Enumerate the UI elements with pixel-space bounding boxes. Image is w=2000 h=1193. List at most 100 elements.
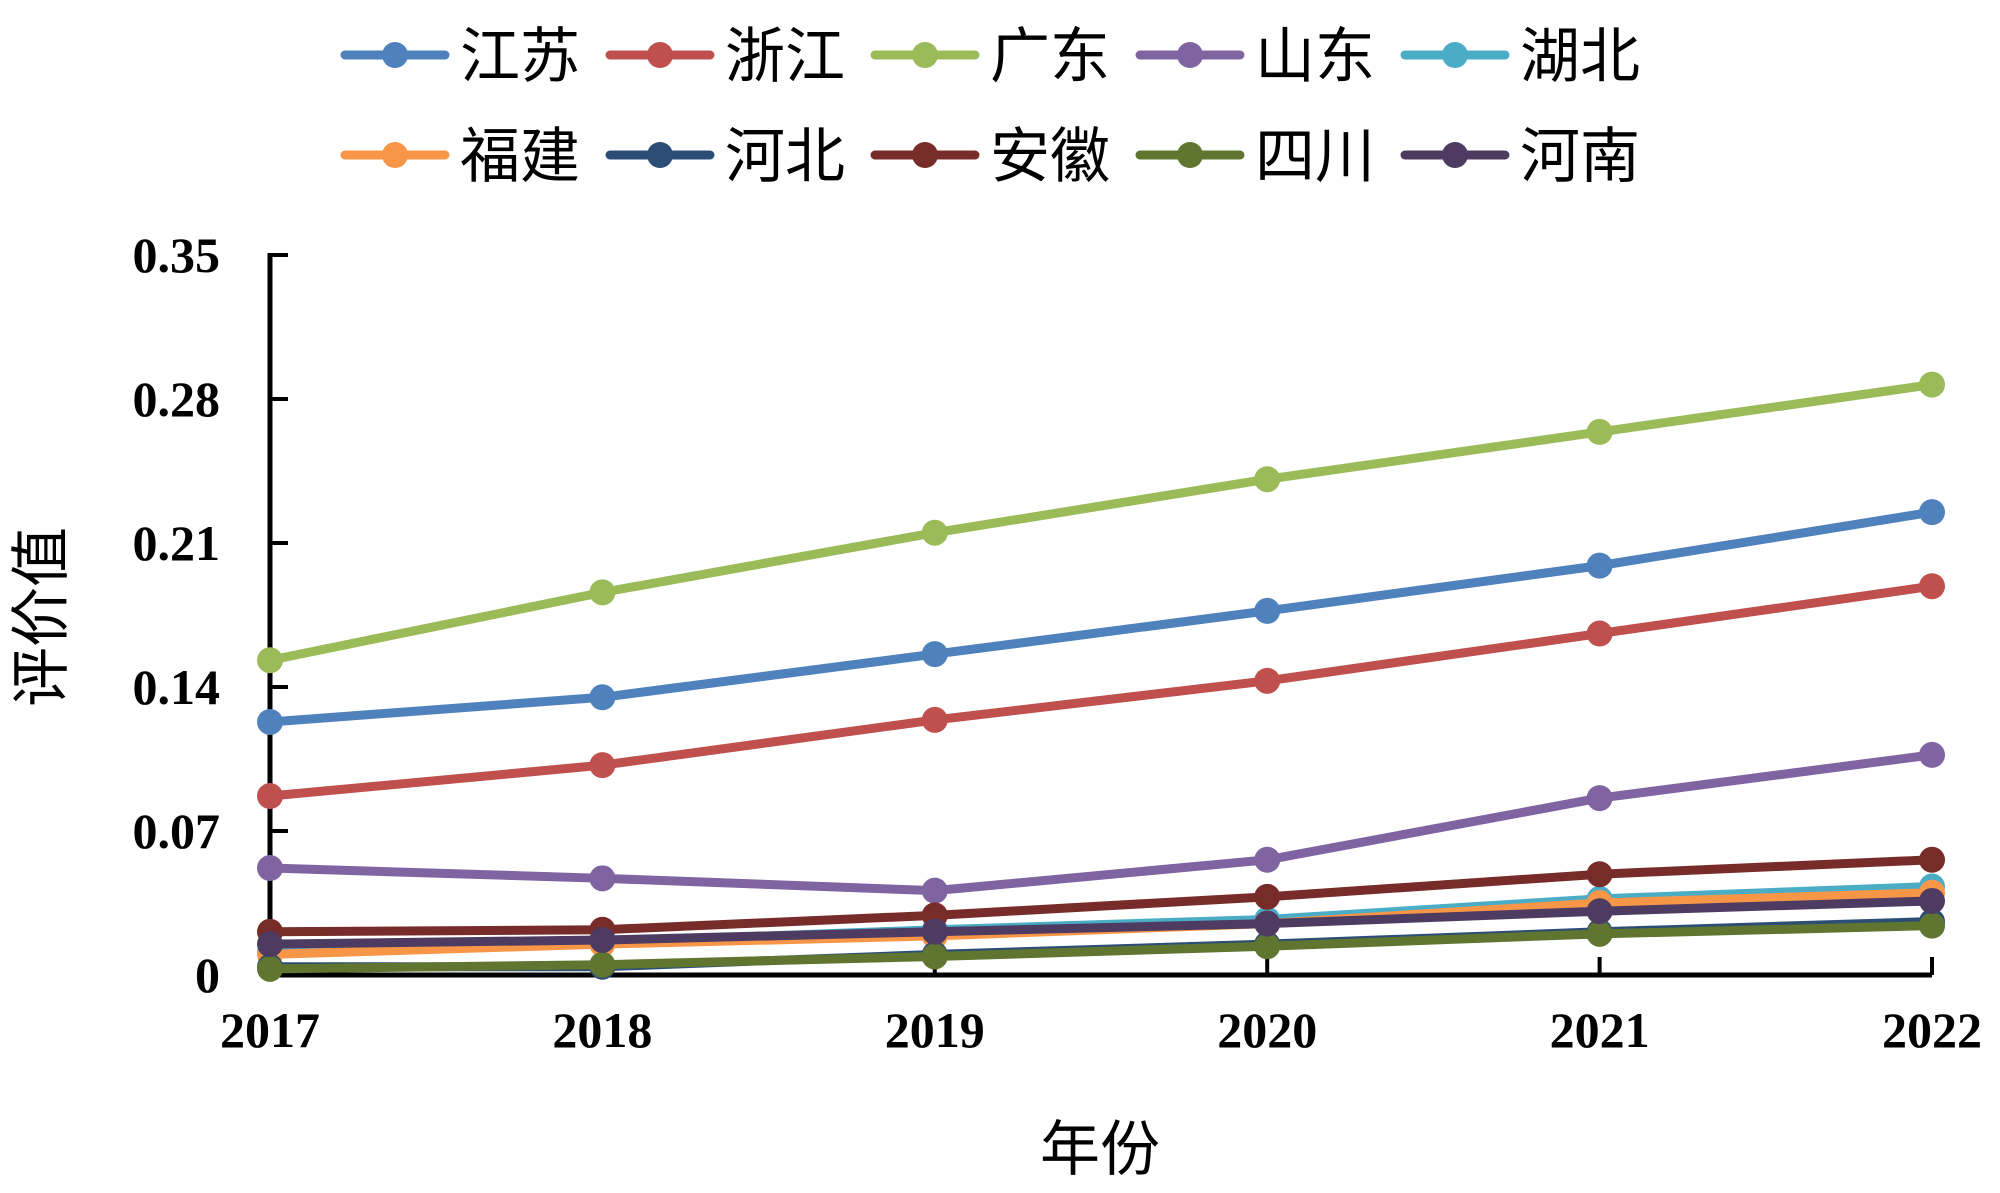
data-point <box>921 706 948 733</box>
legend-item: 山东 <box>1135 22 1375 92</box>
series-line <box>265 855 1937 937</box>
data-point <box>921 918 948 945</box>
data-point <box>1919 499 1945 526</box>
x-axis-title: 年份 <box>1040 1115 1160 1185</box>
x-tick-label: 2021 <box>1550 1002 1650 1058</box>
series-line <box>265 380 1937 665</box>
data-point <box>257 931 283 958</box>
data-point <box>1254 883 1281 910</box>
data-point <box>1586 552 1613 579</box>
series-layer <box>257 371 1945 982</box>
y-tick-label: 0.14 <box>133 659 221 715</box>
legend-swatch-marker <box>647 42 673 68</box>
legend-item: 河南 <box>1400 122 1640 192</box>
data-point <box>1254 933 1281 960</box>
legend-label: 河南 <box>1520 122 1640 192</box>
legend-label: 湖北 <box>1520 22 1640 92</box>
data-point <box>1586 898 1613 925</box>
x-tick-label: 2020 <box>1217 1002 1317 1058</box>
legend-swatch-marker <box>1177 142 1203 168</box>
legend-item: 河北 <box>605 122 845 192</box>
data-point <box>257 783 283 810</box>
data-point <box>1586 620 1613 647</box>
data-point <box>1586 418 1613 445</box>
y-axis: 0 0.07 0.14 0.21 0.28 0.35 <box>133 227 288 1003</box>
data-point <box>1254 910 1281 937</box>
y-tick-label: 0.35 <box>133 227 221 283</box>
legend-swatch-marker <box>1442 42 1468 68</box>
data-point <box>921 877 948 904</box>
data-point <box>1586 861 1613 888</box>
legend-item: 安徽 <box>870 122 1110 192</box>
legend-label: 广东 <box>990 22 1110 92</box>
data-point <box>589 927 616 954</box>
x-tick-label: 2019 <box>885 1002 985 1058</box>
series-2 <box>257 371 1945 674</box>
legend-item: 江苏 <box>340 22 580 92</box>
legend-swatch-marker <box>1442 142 1468 168</box>
series-line <box>265 581 1937 801</box>
legend-swatch-marker <box>382 42 408 68</box>
legend-item: 湖北 <box>1400 22 1640 92</box>
data-point <box>1586 920 1613 947</box>
data-point <box>1919 371 1945 398</box>
data-point <box>589 579 616 606</box>
data-point <box>921 943 948 970</box>
data-point <box>1919 573 1945 600</box>
y-tick-label: 0 <box>195 947 220 1003</box>
data-point <box>1919 912 1945 939</box>
data-point <box>589 865 616 892</box>
data-point <box>257 647 283 674</box>
x-tick-label: 2017 <box>220 1002 320 1058</box>
legend-label: 浙江 <box>725 22 845 92</box>
legend-swatch-marker <box>647 142 673 168</box>
data-point <box>1919 741 1945 768</box>
series-9 <box>257 887 1945 958</box>
legend-item: 浙江 <box>605 22 845 92</box>
data-point <box>257 955 283 982</box>
legend-label: 江苏 <box>460 22 580 92</box>
x-tick-label: 2018 <box>552 1002 652 1058</box>
series-line <box>265 507 1937 727</box>
series-8 <box>257 912 1945 982</box>
legend-item: 福建 <box>340 122 580 192</box>
y-tick-label: 0.28 <box>133 371 221 427</box>
data-point <box>589 752 616 779</box>
y-axis-title: 评价值 <box>7 527 77 707</box>
y-tick-label: 0.21 <box>133 515 221 571</box>
legend-swatch-marker <box>912 42 938 68</box>
legend-label: 四川 <box>1255 122 1375 192</box>
legend-swatch-marker <box>912 142 938 168</box>
data-point <box>1586 785 1613 812</box>
data-point <box>1254 466 1281 493</box>
series-line <box>265 921 1937 974</box>
series-line <box>265 750 1937 896</box>
legend-swatch-marker <box>382 142 408 168</box>
data-point <box>1919 887 1945 914</box>
series-1 <box>257 573 1945 810</box>
legend-item: 四川 <box>1135 122 1375 192</box>
legend-label: 安徽 <box>990 122 1110 192</box>
legend-label: 福建 <box>460 122 580 192</box>
y-tick-label: 0.07 <box>133 803 221 859</box>
data-point <box>1254 667 1281 694</box>
legend-label: 河北 <box>725 122 845 192</box>
data-point <box>1254 597 1281 624</box>
series-line <box>265 896 1937 949</box>
legend-swatch-marker <box>1177 42 1203 68</box>
data-point <box>257 708 283 735</box>
x-axis: 2017 2018 2019 2020 2021 2022 <box>220 957 1982 1058</box>
data-point <box>589 684 616 711</box>
data-point <box>589 951 616 978</box>
series-0 <box>257 499 1945 735</box>
data-point <box>921 641 948 668</box>
data-point <box>921 519 948 546</box>
legend-item: 广东 <box>870 22 1110 92</box>
data-point <box>1254 846 1281 873</box>
x-tick-label: 2022 <box>1882 1002 1982 1058</box>
data-point <box>1919 846 1945 873</box>
legend-label: 山东 <box>1255 22 1375 92</box>
series-3 <box>257 741 1945 904</box>
